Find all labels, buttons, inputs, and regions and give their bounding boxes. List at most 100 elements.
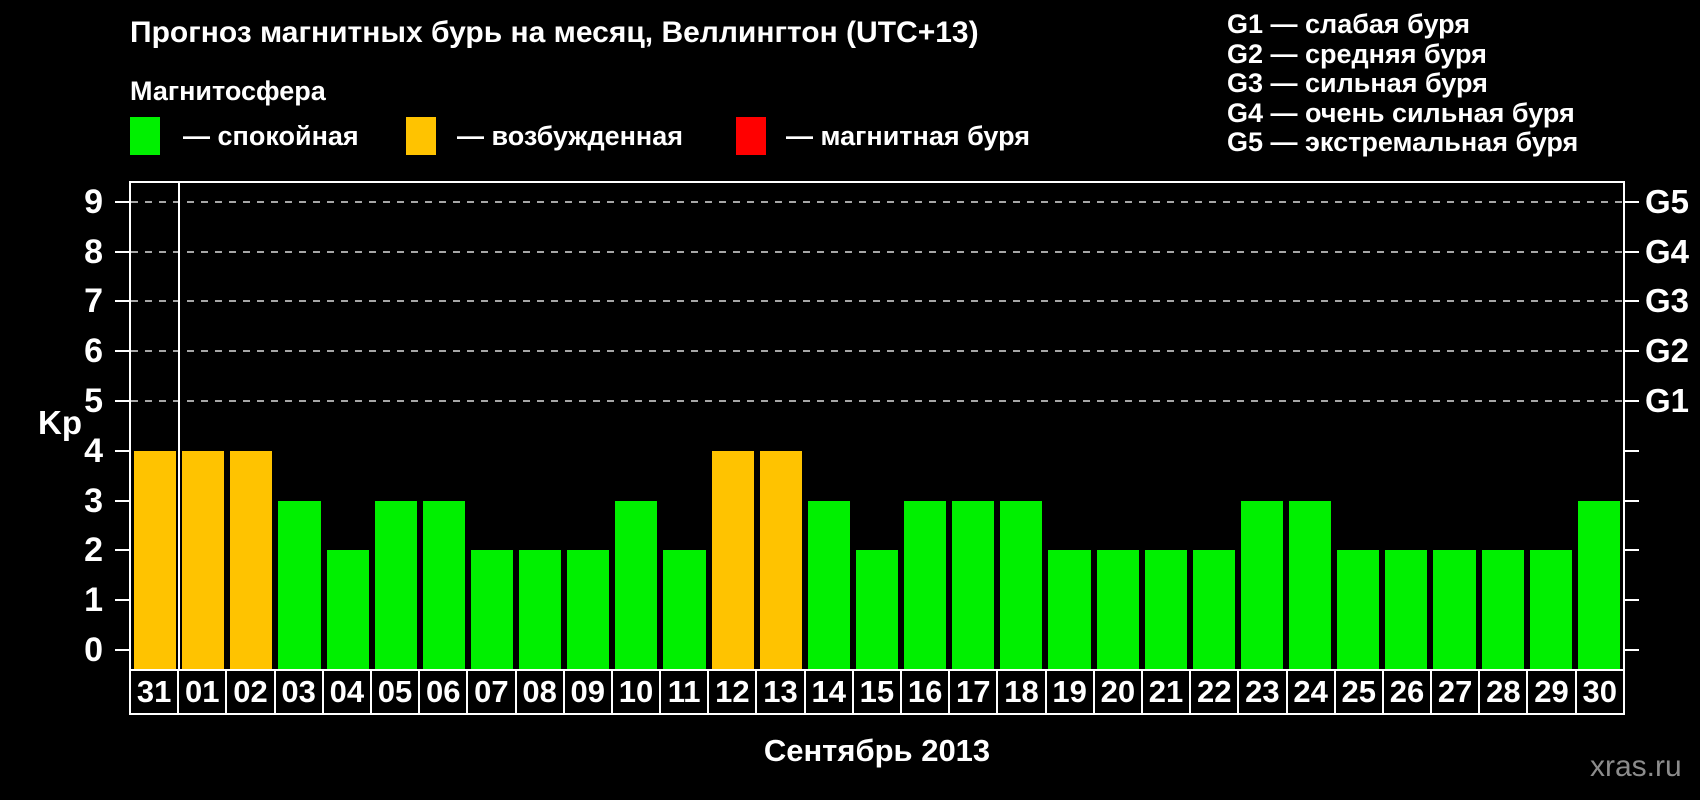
x-day-label-23: 23 (1237, 669, 1288, 715)
g-level-label-g4: G4 (1645, 232, 1690, 270)
y-tick-label: 8 (84, 232, 103, 271)
bar-day-14 (807, 500, 850, 669)
bar-day-26 (1385, 550, 1428, 669)
bar-day-01 (182, 450, 225, 669)
y-tick-label: 1 (84, 581, 103, 620)
x-day-label-29: 29 (1526, 669, 1577, 715)
y-tick-right (1625, 449, 1639, 452)
bar-day-05 (374, 500, 417, 669)
bar-day-11 (663, 550, 706, 669)
bar-day-02 (230, 450, 273, 669)
x-day-label-09: 09 (562, 669, 613, 715)
bar-day-21 (1144, 550, 1187, 669)
bar-day-09 (567, 550, 610, 669)
gridline-kp-7 (131, 300, 1623, 303)
legend-label-storm: — магнитная буря (786, 121, 1030, 151)
y-tick-label: 6 (84, 332, 103, 371)
y-tick-label: 9 (84, 182, 103, 221)
gridline-kp-5 (131, 400, 1623, 402)
bar-day-27 (1433, 550, 1476, 669)
g-level-label-g3: G3 (1645, 282, 1690, 320)
gridline-kp-6 (131, 350, 1623, 353)
x-day-label-27: 27 (1430, 669, 1481, 715)
y-tick-right (1625, 300, 1639, 303)
plot-area: 0 1 2 3 4 5 6 7 8 9 G1 G2 G3 G4 G5 (84, 181, 1689, 671)
bar-day-31 (134, 450, 177, 669)
bar-day-24 (1289, 500, 1332, 669)
g-level-label-g5: G5 (1645, 182, 1690, 220)
y-tick-left (115, 599, 129, 602)
bar-day-22 (1192, 550, 1235, 669)
x-day-label-11: 11 (659, 669, 710, 715)
bar-day-23 (1240, 500, 1284, 669)
g-scale-legend: G1 — слабая буря G2 — средняя буря G3 — … (1227, 9, 1578, 158)
bar-day-30 (1577, 500, 1620, 669)
x-day-label-25: 25 (1333, 669, 1384, 715)
month-separator-line (178, 183, 181, 669)
y-tick-right (1625, 200, 1639, 203)
y-tick-right (1625, 549, 1639, 552)
y-tick-label: 2 (84, 531, 103, 570)
bar-day-16 (904, 500, 947, 669)
bar-day-08 (519, 550, 562, 669)
x-day-label-31: 31 (129, 669, 180, 715)
legend-label-excited: — возбужденная (457, 121, 683, 151)
y-tick-left (115, 649, 129, 651)
x-day-label-10: 10 (610, 669, 662, 715)
y-tick-left (115, 250, 129, 253)
g-level-label-g1: G1 (1645, 382, 1690, 419)
y-tick-right (1625, 599, 1639, 602)
g-scale-line-g1: G1 — слабая буря (1227, 9, 1471, 39)
y-tick-left (115, 449, 129, 452)
bar-day-18 (1000, 500, 1043, 669)
y-tick-left (115, 499, 129, 502)
x-day-label-22: 22 (1189, 669, 1240, 715)
y-tick-right (1625, 250, 1639, 253)
x-day-label-07: 07 (466, 669, 517, 715)
x-day-label-21: 21 (1140, 669, 1192, 715)
bar-day-13 (759, 450, 802, 669)
bar-day-04 (326, 550, 369, 669)
bar-day-28 (1481, 550, 1524, 669)
x-day-label-16: 16 (900, 669, 951, 715)
g-scale-line-g3: G3 — сильная буря (1227, 68, 1488, 98)
x-day-label-18: 18 (996, 669, 1047, 715)
bar-day-10 (615, 500, 658, 669)
x-day-label-02: 02 (225, 669, 276, 715)
legend-swatch-storm (736, 117, 766, 155)
bar-day-25 (1337, 550, 1380, 669)
y-tick-label: 0 (84, 631, 103, 669)
x-day-label-17: 17 (948, 669, 999, 715)
bar-day-12 (711, 450, 754, 669)
bar-day-15 (855, 550, 899, 669)
x-day-label-12: 12 (707, 669, 758, 715)
y-tick-label: 3 (84, 481, 103, 520)
x-day-label-05: 05 (369, 669, 421, 715)
bar-day-20 (1096, 550, 1139, 669)
y-tick-label: 4 (84, 431, 103, 470)
watermark: xras.ru (1590, 750, 1682, 783)
y-tick-right (1625, 400, 1639, 402)
y-tick-right (1625, 350, 1639, 353)
x-day-label-01: 01 (177, 669, 228, 715)
x-axis-day-labels: 31 01 02 03 04 05 06 07 08 09 10 11 12 13 14 15 16 17 18 19… (129, 669, 1625, 715)
bar-day-07 (470, 550, 514, 669)
y-tick-right (1625, 499, 1639, 502)
y-axis-title: Kp (38, 404, 82, 441)
x-day-label-08: 08 (514, 669, 565, 715)
bar-day-29 (1529, 550, 1572, 669)
gridline-kp-8 (131, 250, 1623, 253)
y-tick-left (115, 300, 129, 303)
x-day-label-04: 04 (321, 669, 372, 715)
gridline-kp-9 (131, 200, 1623, 203)
x-day-label-15: 15 (851, 669, 902, 715)
g-level-label-g2: G2 (1645, 332, 1690, 370)
y-tick-label: 5 (84, 382, 103, 420)
x-day-label-03: 03 (273, 669, 324, 715)
y-tick-left (115, 200, 129, 203)
x-day-label-06: 06 (418, 669, 469, 715)
bar-day-19 (1048, 550, 1091, 669)
g-scale-line-g4: G4 — очень сильная буря (1227, 97, 1575, 128)
g-scale-line-g2: G2 — средняя буря (1227, 38, 1487, 69)
